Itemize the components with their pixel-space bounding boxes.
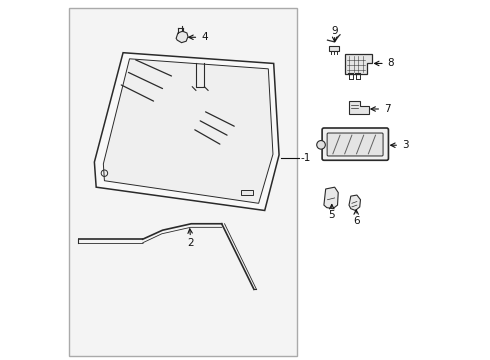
FancyBboxPatch shape: [69, 8, 297, 356]
Text: 5: 5: [328, 210, 335, 220]
FancyBboxPatch shape: [327, 133, 383, 156]
Polygon shape: [176, 31, 188, 42]
Polygon shape: [349, 195, 361, 211]
Polygon shape: [345, 54, 372, 74]
Text: 6: 6: [353, 216, 360, 225]
Text: 9: 9: [331, 26, 338, 36]
FancyBboxPatch shape: [322, 128, 389, 160]
Text: 4: 4: [201, 32, 208, 42]
Polygon shape: [324, 187, 338, 209]
Polygon shape: [329, 45, 339, 51]
Text: -1: -1: [300, 153, 311, 163]
Text: 2: 2: [187, 238, 194, 248]
FancyBboxPatch shape: [241, 190, 252, 195]
Text: 7: 7: [384, 104, 391, 114]
Circle shape: [317, 140, 325, 149]
Polygon shape: [103, 59, 273, 203]
Text: 8: 8: [388, 58, 394, 68]
Polygon shape: [95, 53, 279, 211]
Polygon shape: [349, 101, 368, 114]
Text: 3: 3: [402, 140, 409, 150]
